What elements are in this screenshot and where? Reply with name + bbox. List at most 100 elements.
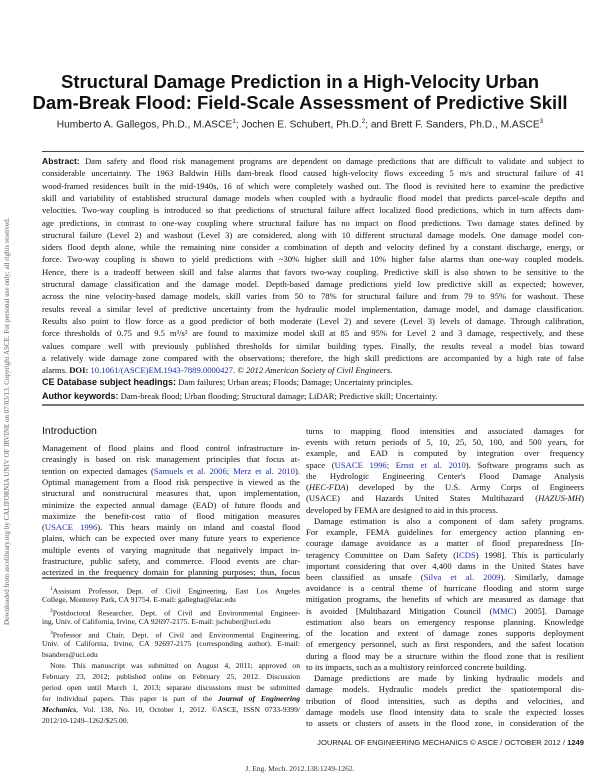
author-name: Jochen E. Schubert, Ph.D. xyxy=(241,119,362,131)
section-heading-introduction: Introduction xyxy=(42,425,97,437)
text-run: teragency Committee on Dam Safety ( xyxy=(306,549,457,560)
footnote-marker: 3 xyxy=(50,630,53,636)
text-run: ) developed by the U.S. Army Corps of En… xyxy=(345,482,584,493)
text-line: 3Professor and Chair, Dept. of Civil and… xyxy=(50,628,300,641)
text-line: 1Assistant Professor, Dept. of Civil Eng… xyxy=(50,584,300,597)
text-line: important considering that over 4,400 da… xyxy=(306,561,584,571)
text-run: frastructure, public safety, and commerc… xyxy=(42,556,300,566)
text-run: example, and EAD is computed by integrat… xyxy=(306,448,584,459)
text-run: minimize the expected annual damage (EAD… xyxy=(42,499,300,510)
text-run: Postdoctoral Researcher, Dept. of Civil … xyxy=(52,608,300,618)
text-run: Hence, there is a tradeoff between skill… xyxy=(42,266,584,277)
text-line: Mechanics, Vol. 138, No. 10, October 1, … xyxy=(42,705,300,715)
text-line: age predictions, in contrast to one-way … xyxy=(42,218,584,228)
text-run: wood-framed residences built in the mid-… xyxy=(42,180,584,191)
author-keywords: Author keywords: Dam-break flood; Urban … xyxy=(42,391,438,401)
text-run: ). Similarly, damage xyxy=(500,571,585,582)
text-line: developed by FEMA are designed to aid in… xyxy=(306,505,584,515)
text-run: events with return periods of 5, 10, 25,… xyxy=(306,437,584,448)
text-line: estimation also bears on emergency respo… xyxy=(306,617,584,627)
text-line: For example, FEMA guidelines for emergen… xyxy=(306,527,584,537)
text-run: For example, FEMA guidelines for emergen… xyxy=(306,527,584,538)
text-run: ) 1998]. This is particularly xyxy=(475,549,584,560)
subject-headings: CE Database subject headings: Dam failur… xyxy=(42,377,413,387)
text-run: tention on expected damages ( xyxy=(42,465,154,476)
text-run: siders flood depth alone, while the rema… xyxy=(42,242,584,253)
citation-link[interactable]: Samuels et al. 2006; Merz et al. 2010 xyxy=(153,465,295,476)
text-run: Assistant Professor, Dept. of Civil Engi… xyxy=(52,586,300,596)
text-run: ) xyxy=(581,493,584,504)
text-run: bsanders@uci.edu xyxy=(42,650,98,659)
citation-link[interactable]: USACE 1996; Ernst et al. 2010 xyxy=(334,459,466,470)
text-run: estimation also bears on emergency respo… xyxy=(306,616,584,627)
title-line-1: Structural Damage Prediction in a High-V… xyxy=(60,71,540,92)
author-affiliation-marker: 2 xyxy=(361,118,366,125)
text-line: events with return periods of 5, 10, 25,… xyxy=(306,437,584,447)
text-run: Optimal management from a flood risk per… xyxy=(42,476,300,487)
abstract-top-rule xyxy=(42,151,584,152)
text-run: ). xyxy=(294,465,300,476)
text-run: , Vol. 138, No. 10, October 1, 2012. ©AS… xyxy=(76,705,300,714)
text-run: during a flood may be a structure within… xyxy=(306,650,584,661)
text-run: ) 2005]. Damage xyxy=(513,605,584,616)
text-run: College, Monterey Park, CA 91754. E-mail… xyxy=(42,595,236,604)
abstract-bottom-rule xyxy=(42,404,584,406)
text-line: Hence, there is a tradeoff between skill… xyxy=(42,267,584,277)
text-run: structural failure (Level 2) and washout… xyxy=(42,229,584,240)
text-line: Optimal management from a flood risk per… xyxy=(42,477,300,487)
text-line: Damage predictions are made by linking h… xyxy=(314,673,584,683)
text-run: turns to mapping flood intensities and a… xyxy=(306,426,584,436)
text-run: multiple events of varying magnitude tha… xyxy=(42,544,300,555)
text-line: period open until March 1, 2013; separat… xyxy=(42,683,300,693)
text-line: 2Postdoctoral Researcher, Dept. of Civil… xyxy=(50,606,300,619)
citation-link[interactable]: USACE 1996 xyxy=(44,522,98,533)
citation-link[interactable]: Silva et al. 2009 xyxy=(423,571,501,582)
footnote-marker: 1 xyxy=(50,586,53,592)
text-run: ). Software programs such as xyxy=(465,459,584,470)
text-run: . xyxy=(232,365,238,376)
text-line: Management of flood plains and flood con… xyxy=(42,443,300,453)
italic-text: Mechanics xyxy=(42,705,77,714)
citation-link[interactable]: ICDS xyxy=(456,549,476,560)
text-line: February 23, 2012; published online on F… xyxy=(42,672,300,682)
text-run: tribution of flood intensities, such as … xyxy=(306,695,584,706)
text-run: damage models. Hydraulic models predict … xyxy=(306,684,584,695)
text-line: during a flood may be a structure within… xyxy=(306,651,584,661)
text-run: of emergency personnel, such as first re… xyxy=(306,639,584,650)
text-line: College, Monterey Park, CA 91754. E-mail… xyxy=(42,595,300,605)
text-line: tribution of flood intensities, such as … xyxy=(306,696,584,706)
text-line: frastructure, public safety, and commerc… xyxy=(42,556,300,566)
author-name: Brett F. Sanders, Ph.D., M.ASCE xyxy=(390,119,540,131)
text-line: force thresholds of 0.75 and 9.5 m³/s² a… xyxy=(42,328,584,338)
download-notice: Downloaded from ascelibrary.org by CALIF… xyxy=(3,217,11,625)
text-line: example, and EAD is computed by integrat… xyxy=(306,448,584,458)
text-run: the Hydrologic Engineering Center's Floo… xyxy=(306,470,584,481)
text-run: Univ. of California, Irvine, CA 92697-21… xyxy=(42,639,300,648)
citation-link[interactable]: 10.1061/(ASCE)EM.1943-7889.0000427 xyxy=(90,365,233,376)
text-run: important considering that over 4,400 da… xyxy=(306,560,584,571)
text-line: wood-framed residences built in the mid-… xyxy=(42,181,584,191)
text-line: structural failure (Level 2) and washout… xyxy=(42,230,584,240)
citation-link[interactable]: MMC xyxy=(492,605,514,616)
italic-text: HAZUS-MH xyxy=(538,493,582,504)
text-line: bsanders@uci.edu xyxy=(42,650,300,660)
text-line: (USACE) and Hazards United States Multih… xyxy=(306,493,584,503)
text-line: Abstract: Dam safety and flood risk mana… xyxy=(42,156,584,166)
text-line: skill and variability of established str… xyxy=(42,193,584,203)
text-run: damage models use flood intensity data t… xyxy=(306,706,584,717)
text-line: across the nine velocity-based damage mo… xyxy=(42,291,584,301)
text-run: space ( xyxy=(306,459,335,470)
text-run: been classified as unsafe ( xyxy=(306,571,424,582)
text-line: is avoided [Multihazard Mitigation Counc… xyxy=(306,606,584,616)
text-line: (HEC-FDA) developed by the U.S. Army Cor… xyxy=(306,482,584,492)
author-separator: ; xyxy=(235,119,242,131)
text-line: been classified as unsafe (Silva et al. … xyxy=(306,572,584,582)
text-line: courage damage avoidance as a matter of … xyxy=(306,538,584,548)
text-line: space (USACE 1996; Ernst et al. 2010). S… xyxy=(306,460,584,470)
text-run: to assets or clusters of assets in the f… xyxy=(306,717,584,728)
text-run: values compare well with previously publ… xyxy=(42,340,584,351)
text-run: Management of flood plains and flood con… xyxy=(42,443,300,453)
text-run: Note. This manuscript was submitted on A… xyxy=(50,661,300,670)
footnote-marker: 2 xyxy=(50,608,53,614)
text-run: force thresholds of 0.75 and 9.5 m³/s² a… xyxy=(42,328,584,339)
